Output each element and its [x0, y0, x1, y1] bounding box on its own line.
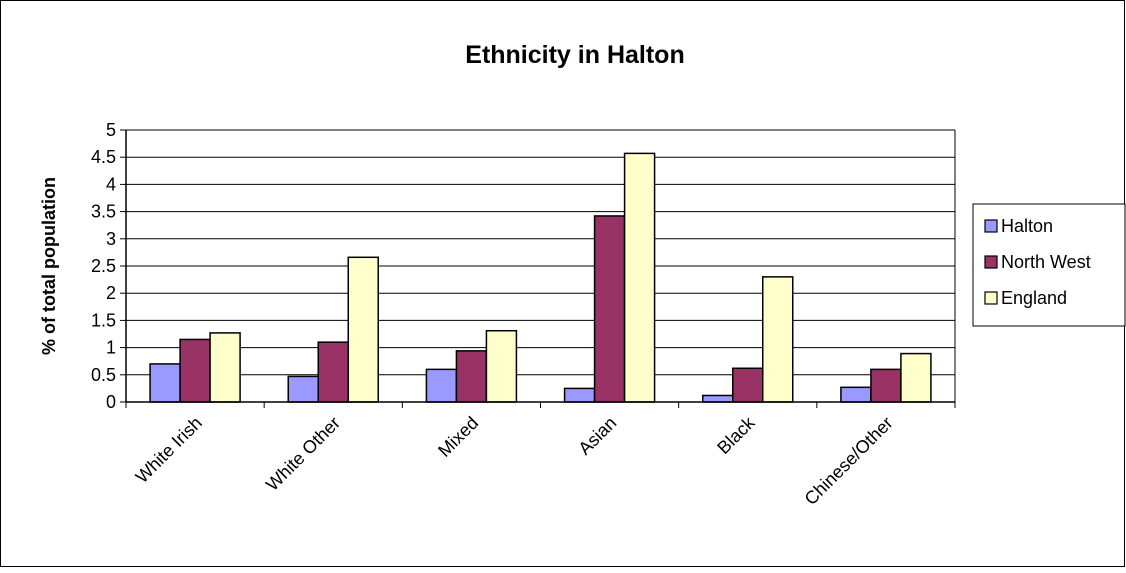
bar: [732, 367, 764, 403]
bar: [287, 375, 319, 403]
bar: [593, 215, 626, 403]
legend-label: Halton: [1001, 216, 1053, 236]
legend-box: [972, 203, 1126, 327]
chart-title: Ethnicity in Halton: [465, 41, 684, 69]
bar: [900, 352, 932, 403]
y-axis-label: % of total population: [39, 177, 59, 355]
y-tick-label: 2: [106, 283, 116, 303]
bar: [347, 256, 379, 403]
legend: Halton North West England: [972, 203, 1126, 327]
legend-swatch: [984, 219, 998, 233]
legend-label: England: [1001, 288, 1067, 308]
y-tick-label: 4.5: [91, 147, 116, 167]
bar: [317, 341, 349, 403]
bar: [425, 368, 458, 403]
y-tick-label: 1: [106, 338, 116, 358]
y-tick-label: 2.5: [91, 256, 116, 276]
y-tick-label: 4: [106, 174, 116, 194]
bar: [179, 338, 211, 403]
legend-swatch: [984, 291, 998, 305]
bar: [149, 363, 181, 403]
y-tick-label: 3: [106, 229, 116, 249]
y-tick-label: 3.5: [91, 202, 116, 222]
y-tick-label: 5: [106, 120, 116, 140]
y-tick-label: 1.5: [91, 310, 116, 330]
y-tick-label: 0: [106, 392, 116, 412]
y-tick-label: 0.5: [91, 365, 116, 385]
bar: [623, 152, 656, 403]
bar: [840, 386, 872, 403]
bar: [455, 350, 488, 403]
bar: [563, 387, 596, 403]
legend-swatch: [984, 255, 998, 269]
legend-label: North West: [1001, 252, 1091, 272]
bar: [209, 332, 241, 403]
bar: [485, 329, 518, 403]
bar: [870, 368, 902, 403]
bar: [762, 276, 794, 403]
bar: [702, 394, 734, 403]
